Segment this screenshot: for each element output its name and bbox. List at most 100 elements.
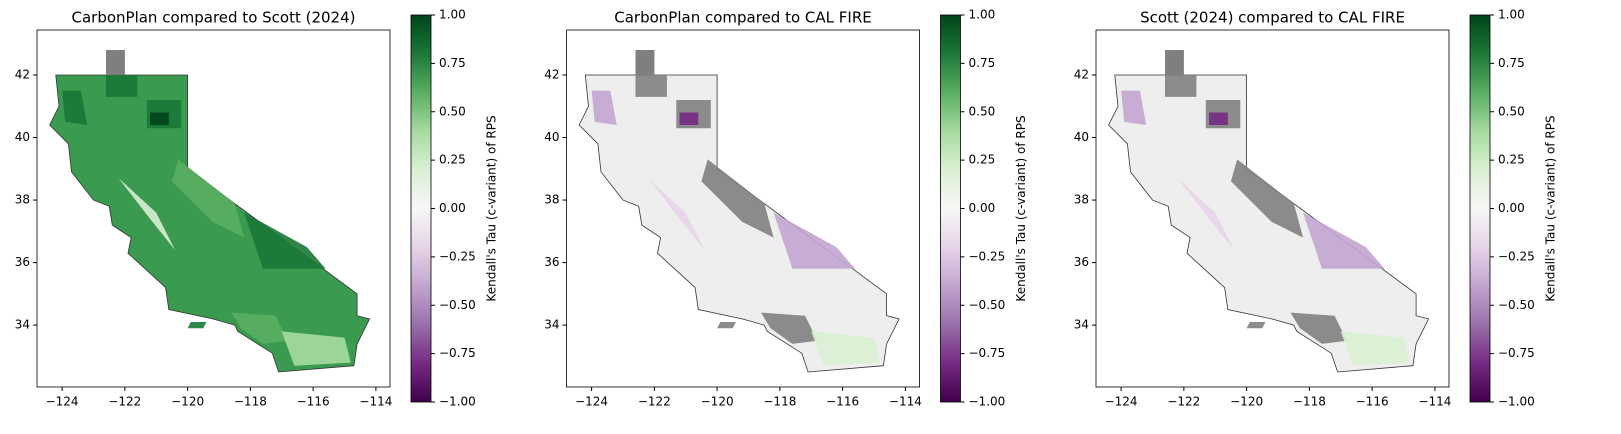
- colorbar-tick-label: 1.00: [439, 8, 466, 22]
- region: [281, 331, 351, 366]
- colorbar-tick-label: 0.75: [1498, 56, 1525, 70]
- y-tick-label: 38: [544, 193, 559, 207]
- y-tick-label: 40: [1074, 130, 1089, 144]
- region: [1246, 322, 1266, 329]
- x-tick-label: −116: [297, 395, 330, 409]
- state-outline: [1108, 74, 1430, 373]
- region: [679, 112, 699, 125]
- region: [118, 178, 176, 251]
- colorbar-tick-label: −1.00: [1498, 395, 1535, 409]
- y-tick-label: 40: [544, 130, 559, 144]
- region: [648, 178, 705, 251]
- x-tick-label: −122: [638, 395, 671, 409]
- colorbar-tick-label: −0.25: [1498, 249, 1535, 263]
- region: [811, 331, 881, 366]
- region: [635, 75, 667, 97]
- x-tick-label: −122: [1167, 395, 1200, 409]
- region: [1230, 159, 1304, 238]
- x-tick-label: −124: [46, 395, 79, 409]
- y-tick-label: 42: [1074, 68, 1089, 82]
- region: [591, 90, 617, 125]
- region: [244, 212, 326, 269]
- colorbar-tick-label: −0.25: [969, 249, 1006, 263]
- y-tick-label: 38: [1074, 193, 1089, 207]
- y-tick-label: 36: [544, 255, 559, 269]
- colorbar-tick-label: −0.25: [439, 249, 476, 263]
- region: [1209, 112, 1228, 125]
- x-tick-label: −120: [701, 395, 734, 409]
- region: [231, 312, 288, 344]
- colorbar-tick-label: 0.00: [969, 201, 996, 215]
- colorbar-tick-label: 0.75: [969, 56, 996, 70]
- x-tick-label: −114: [889, 395, 922, 409]
- x-tick-label: −118: [763, 395, 796, 409]
- region: [171, 159, 245, 238]
- panel: −124 −122 −120 −118 −116 −114 34 36 38 40 42 Carbon…: [15, 8, 499, 409]
- region: [187, 322, 207, 329]
- y-tick-label: 42: [15, 68, 30, 82]
- colorbar-label: Kendall's Tau (c-variant) of RPS: [1014, 115, 1028, 301]
- colorbar-tick-label: 0.00: [439, 201, 466, 215]
- colorbar-label: Kendall's Tau (c-variant) of RPS: [1544, 115, 1558, 301]
- colorbar-tick-label: −1.00: [969, 395, 1006, 409]
- colorbar-tick-label: 0.75: [439, 56, 466, 70]
- region: [1340, 331, 1410, 366]
- region: [773, 212, 856, 269]
- panel: −124 −122 −120 −118 −116 −114 34 36 38 40 42 Carbon…: [544, 8, 1028, 409]
- region: [717, 322, 736, 329]
- region: [1121, 90, 1147, 125]
- colorbar-tick-label: −0.75: [1498, 346, 1535, 360]
- y-tick-label: 34: [544, 318, 559, 332]
- colorbar: [1469, 14, 1491, 403]
- region: [1165, 75, 1197, 97]
- state-outline: [578, 74, 900, 373]
- state-outline: [49, 74, 371, 373]
- y-tick-label: 40: [15, 130, 30, 144]
- axes-frame: [36, 29, 391, 388]
- colorbar-tick-label: −0.75: [439, 346, 476, 360]
- colorbar-tick-label: −0.75: [969, 346, 1006, 360]
- x-tick-label: −114: [1418, 395, 1451, 409]
- region: [106, 75, 138, 97]
- colorbar-tick-label: −0.50: [1498, 298, 1535, 312]
- x-tick-label: −122: [108, 395, 141, 409]
- colorbar-tick-label: 0.50: [969, 104, 996, 118]
- region: [106, 50, 125, 75]
- axes-frame: [566, 29, 920, 388]
- x-tick-label: −118: [1293, 395, 1326, 409]
- colorbar-tick-label: −0.50: [439, 298, 476, 312]
- colorbar-tick-label: 1.00: [969, 8, 996, 22]
- region: [701, 159, 774, 238]
- panel: −124 −122 −120 −118 −116 −114 34 36 38 40 42 Scott …: [1074, 8, 1558, 409]
- colorbar-label: Kendall's Tau (c-variant) of RPS: [485, 115, 499, 301]
- chart-title: CarbonPlan compared to Scott (2024): [71, 9, 355, 27]
- colorbar-tick-label: 0.25: [1498, 153, 1525, 167]
- region: [761, 312, 818, 344]
- colorbar: [940, 14, 961, 403]
- axes-frame: [1095, 29, 1450, 388]
- x-tick-label: −120: [171, 395, 204, 409]
- x-tick-label: −124: [575, 395, 608, 409]
- region: [635, 50, 655, 75]
- y-tick-label: 34: [1074, 318, 1089, 332]
- chart-title: Scott (2024) compared to CAL FIRE: [1140, 9, 1405, 27]
- region: [1177, 178, 1235, 251]
- colorbar-tick-label: 0.25: [439, 153, 466, 167]
- region: [150, 112, 169, 125]
- region: [1165, 50, 1184, 75]
- x-tick-label: −124: [1105, 395, 1138, 409]
- colorbar-tick-label: −0.50: [969, 298, 1006, 312]
- colorbar-tick-label: 0.25: [969, 153, 996, 167]
- y-tick-label: 42: [544, 68, 559, 82]
- colorbar: [410, 14, 432, 403]
- y-tick-label: 38: [15, 193, 30, 207]
- region: [62, 90, 88, 125]
- y-tick-label: 36: [1074, 255, 1089, 269]
- y-tick-label: 36: [15, 255, 30, 269]
- colorbar-tick-label: 0.00: [1498, 201, 1525, 215]
- region: [1290, 312, 1347, 344]
- x-tick-label: −116: [1356, 395, 1389, 409]
- colorbar-tick-label: −1.00: [439, 395, 476, 409]
- colorbar-tick-label: 0.50: [1498, 104, 1525, 118]
